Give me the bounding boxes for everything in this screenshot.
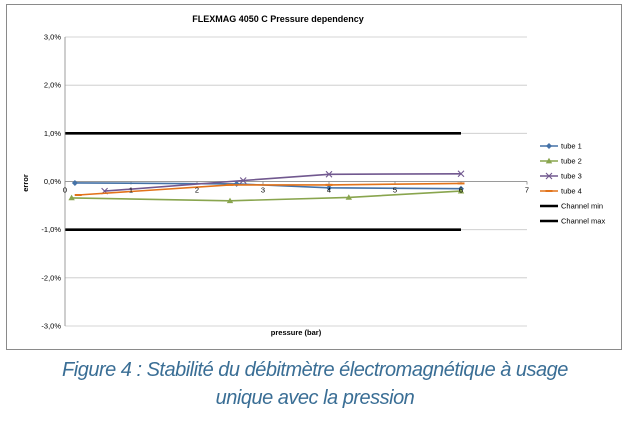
x-tick-label: 1: [129, 186, 133, 195]
marker-diamond: [326, 184, 332, 191]
x-tick-label: 6: [459, 186, 463, 195]
figure-caption: Figure 4 : Stabilité du débitmètre élect…: [0, 356, 630, 412]
marker-diamond: [546, 143, 552, 149]
y-tick-label: 1,0%: [44, 129, 61, 138]
series-line-tube-1: [74, 182, 462, 190]
marker-x: [545, 172, 553, 180]
y-tick-label: -1,0%: [41, 225, 61, 234]
legend-entry-tube-2: tube 2: [540, 157, 582, 166]
x-tick-label: 7: [525, 186, 529, 195]
legend-entry-tube-3: tube 3: [540, 172, 582, 181]
legend-label: Channel min: [561, 202, 603, 211]
legend-label: Channel max: [561, 217, 605, 226]
series-line-tube-3: [104, 173, 462, 192]
marker-x: [457, 170, 465, 178]
series-line-tube-4: [78, 182, 462, 196]
x-tick-label: 4: [327, 186, 331, 195]
marker-triangle: [545, 157, 553, 164]
series-line-tube-2: [71, 190, 462, 202]
legend-entry-tube-1: tube 1: [540, 142, 582, 151]
x-axis-title: pressure (bar): [271, 328, 322, 337]
marker-triangle: [226, 197, 234, 204]
legend-entry-channel-min: Channel min: [540, 202, 603, 211]
y-tick-label: 0,0%: [44, 177, 61, 186]
legend-label: tube 3: [561, 172, 582, 181]
x-tick-label: 2: [195, 186, 199, 195]
y-axis-title: error: [21, 174, 30, 192]
marker-diamond: [71, 179, 78, 186]
legend-entry-channel-max: Channel max: [540, 217, 605, 226]
pressure-dependency-chart: FLEXMAG 4050 C Pressure dependency 3,0% 2…: [21, 14, 605, 337]
caption-line-2: unique avec la pression: [215, 387, 415, 409]
chart-frame: FLEXMAG 4050 C Pressure dependency 3,0% 2…: [6, 4, 622, 350]
y-tick-label: 3,0%: [44, 33, 61, 42]
y-tick-label: -3,0%: [41, 322, 61, 331]
x-tick-label: 0: [63, 186, 67, 195]
y-tick-label: -2,0%: [41, 273, 61, 282]
legend-label: tube 4: [561, 187, 582, 196]
marker-x: [239, 177, 247, 184]
x-tick-label: 5: [393, 186, 397, 195]
x-tick-label: 3: [261, 186, 265, 195]
chart-title: FLEXMAG 4050 C Pressure dependency: [192, 14, 364, 24]
marker-triangle: [457, 187, 465, 194]
legend-label: tube 2: [561, 157, 582, 166]
y-tick-label: 2,0%: [44, 81, 61, 90]
marker-triangle: [68, 194, 75, 201]
legend-entry-tube-4: tube 4: [540, 187, 582, 196]
legend-label: tube 1: [561, 142, 582, 151]
caption-line-1: Figure 4 : Stabilité du débitmètre élect…: [62, 359, 568, 381]
marker-x: [325, 170, 333, 178]
marker-triangle: [345, 194, 352, 200]
